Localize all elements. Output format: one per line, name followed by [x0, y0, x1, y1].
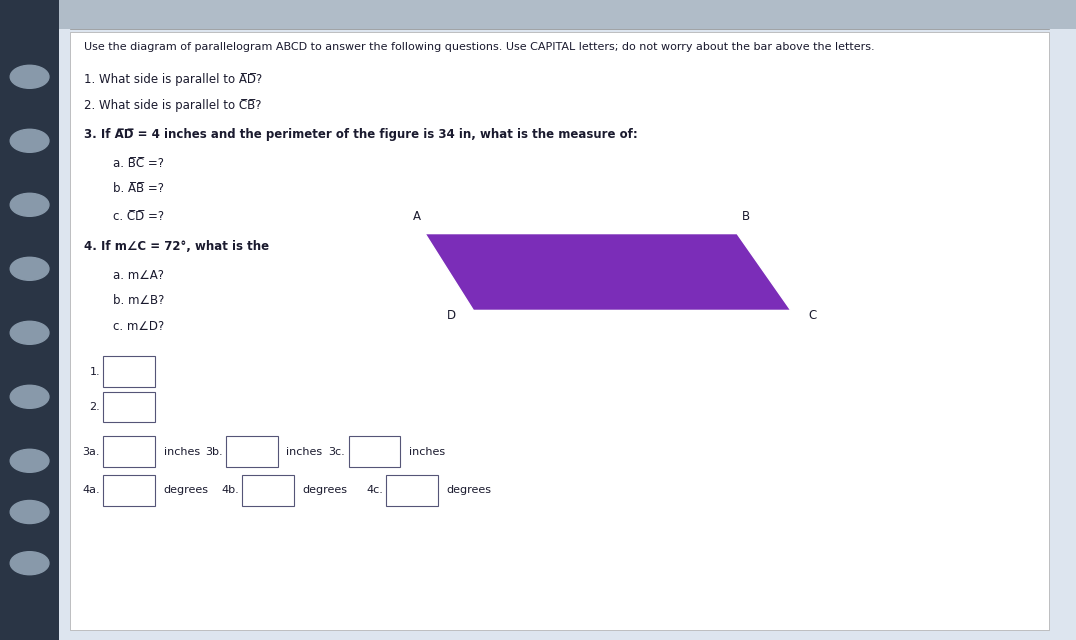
Text: 3b.: 3b. [206, 447, 223, 457]
Bar [59, 0, 1076, 29]
Text: inches: inches [409, 447, 445, 457]
Text: 4a.: 4a. [83, 485, 100, 495]
Circle shape [11, 321, 49, 344]
Text: 2. What side is parallel to C̅B̅?: 2. What side is parallel to C̅B̅? [84, 99, 261, 112]
Circle shape [11, 193, 49, 216]
Circle shape [11, 385, 49, 408]
Text: c. C̅D̅ =?: c. C̅D̅ =? [113, 210, 165, 223]
Bar [349, 436, 400, 467]
Text: 2.: 2. [89, 402, 100, 412]
Text: B: B [741, 211, 750, 223]
Circle shape [11, 449, 49, 472]
Bar [0, 0, 59, 640]
Text: D: D [448, 309, 456, 322]
Bar [103, 356, 155, 387]
Text: c. m∠D?: c. m∠D? [113, 320, 165, 333]
Text: 4c.: 4c. [366, 485, 383, 495]
Bar [103, 392, 155, 422]
Text: 3c.: 3c. [328, 447, 345, 457]
Text: 4. If m∠C = 72°, what is the: 4. If m∠C = 72°, what is the [84, 240, 269, 253]
Text: 1.: 1. [89, 367, 100, 377]
Text: 3a.: 3a. [83, 447, 100, 457]
Bar [103, 436, 155, 467]
Circle shape [11, 257, 49, 280]
Polygon shape [425, 234, 791, 310]
Circle shape [11, 552, 49, 575]
Bar [226, 436, 278, 467]
Text: Use the diagram of parallelogram ABCD to answer the following questions. Use CAP: Use the diagram of parallelogram ABCD to… [84, 42, 875, 52]
Text: a. B̅C̅ =?: a. B̅C̅ =? [113, 157, 164, 170]
Circle shape [11, 65, 49, 88]
Text: inches: inches [286, 447, 323, 457]
Text: A: A [412, 211, 421, 223]
Bar [242, 475, 294, 506]
Bar [386, 475, 438, 506]
Text: b. m∠B?: b. m∠B? [113, 294, 165, 307]
Circle shape [11, 500, 49, 524]
Text: b. A̅B̅ =?: b. A̅B̅ =? [113, 182, 164, 195]
Text: degrees: degrees [302, 485, 348, 495]
Text: a. m∠A?: a. m∠A? [113, 269, 164, 282]
Circle shape [11, 129, 49, 152]
Text: 4b.: 4b. [222, 485, 239, 495]
Text: degrees: degrees [164, 485, 209, 495]
Text: 1. What side is parallel to A̅D̅?: 1. What side is parallel to A̅D̅? [84, 74, 263, 86]
Text: degrees: degrees [447, 485, 492, 495]
Bar [103, 475, 155, 506]
Text: 3. If A̅D̅ = 4 inches and the perimeter of the figure is 34 in, what is the meas: 3. If A̅D̅ = 4 inches and the perimeter … [84, 128, 638, 141]
FancyBboxPatch shape [70, 32, 1049, 630]
Text: inches: inches [164, 447, 200, 457]
Text: C: C [808, 309, 817, 322]
